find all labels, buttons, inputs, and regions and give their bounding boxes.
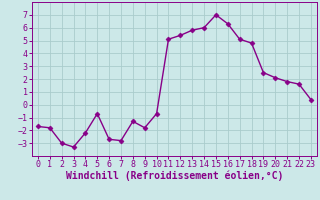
X-axis label: Windchill (Refroidissement éolien,°C): Windchill (Refroidissement éolien,°C)	[66, 171, 283, 181]
